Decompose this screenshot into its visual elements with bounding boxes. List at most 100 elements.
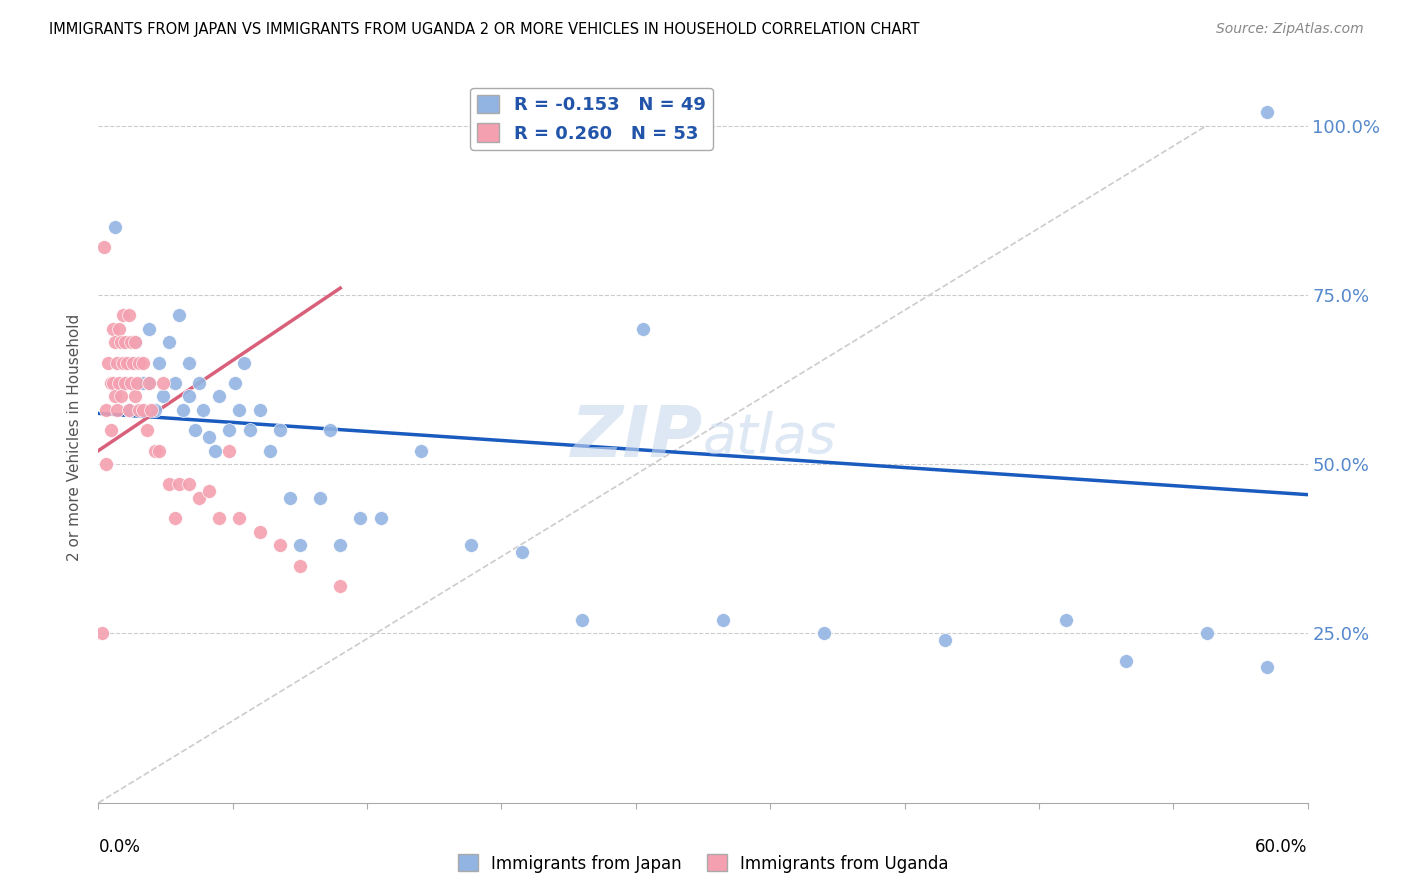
Point	[96, 403, 118, 417]
Point	[1195, 626, 1218, 640]
Y-axis label: 2 or more Vehicles in Household: 2 or more Vehicles in Household	[67, 313, 83, 561]
Point	[107, 322, 129, 336]
Point	[110, 389, 132, 403]
Point	[370, 511, 392, 525]
Point	[135, 423, 157, 437]
Point	[329, 579, 352, 593]
Point	[105, 403, 128, 417]
Point	[121, 355, 143, 369]
Point	[157, 477, 180, 491]
Point	[460, 538, 482, 552]
Point	[115, 355, 138, 369]
Point	[232, 355, 254, 369]
Point	[148, 355, 170, 369]
Point	[148, 443, 170, 458]
Point	[184, 423, 207, 437]
Point	[711, 613, 734, 627]
Point	[1256, 105, 1278, 120]
Legend: R = -0.153   N = 49, R = 0.260   N = 53: R = -0.153 N = 49, R = 0.260 N = 53	[470, 87, 713, 150]
Point	[1256, 660, 1278, 674]
Point	[103, 389, 125, 403]
Point	[288, 538, 311, 552]
Point	[329, 538, 352, 552]
Point	[163, 511, 186, 525]
Point	[218, 423, 240, 437]
Point	[631, 322, 654, 336]
Point	[143, 403, 166, 417]
Point	[208, 511, 231, 525]
Point	[124, 335, 146, 350]
Point	[188, 376, 211, 390]
Point	[349, 511, 371, 525]
Point	[204, 443, 226, 458]
Point	[143, 443, 166, 458]
Point	[571, 613, 593, 627]
Point	[288, 558, 311, 573]
Text: Source: ZipAtlas.com: Source: ZipAtlas.com	[1216, 22, 1364, 37]
Point	[118, 308, 141, 322]
Point	[179, 355, 201, 369]
Point	[111, 308, 134, 322]
Text: IMMIGRANTS FROM JAPAN VS IMMIGRANTS FROM UGANDA 2 OR MORE VEHICLES IN HOUSEHOLD : IMMIGRANTS FROM JAPAN VS IMMIGRANTS FROM…	[49, 22, 920, 37]
Point	[128, 403, 150, 417]
Point	[97, 355, 120, 369]
Point	[208, 389, 231, 403]
Text: 60.0%: 60.0%	[1256, 838, 1308, 855]
Point	[114, 335, 136, 350]
Point	[138, 376, 160, 390]
Point	[198, 484, 221, 499]
Point	[132, 403, 155, 417]
Point	[114, 376, 136, 390]
Text: ZIP: ZIP	[571, 402, 703, 472]
Point	[224, 376, 246, 390]
Point	[172, 403, 194, 417]
Point	[239, 423, 262, 437]
Point	[96, 457, 118, 471]
Point	[132, 376, 155, 390]
Point	[188, 491, 211, 505]
Text: 0.0%: 0.0%	[98, 838, 141, 855]
Point	[105, 355, 128, 369]
Point	[101, 376, 124, 390]
Point	[269, 538, 291, 552]
Point	[91, 626, 114, 640]
Point	[125, 376, 148, 390]
Point	[100, 376, 122, 390]
Point	[309, 491, 332, 505]
Point	[813, 626, 835, 640]
Point	[138, 376, 160, 390]
Point	[93, 240, 115, 254]
Point	[218, 443, 240, 458]
Point	[132, 355, 155, 369]
Point	[278, 491, 301, 505]
Point	[193, 403, 215, 417]
Point	[319, 423, 342, 437]
Point	[118, 403, 141, 417]
Point	[1054, 613, 1077, 627]
Point	[128, 355, 150, 369]
Point	[138, 322, 160, 336]
Point	[249, 403, 271, 417]
Point	[100, 423, 122, 437]
Point	[120, 376, 142, 390]
Text: atlas: atlas	[703, 410, 837, 464]
Point	[259, 443, 281, 458]
Point	[409, 443, 432, 458]
Point	[269, 423, 291, 437]
Point	[152, 389, 174, 403]
Point	[103, 220, 125, 235]
Point	[120, 335, 142, 350]
Point	[124, 389, 146, 403]
Point	[107, 376, 129, 390]
Point	[118, 403, 141, 417]
Point	[167, 477, 190, 491]
Point	[110, 335, 132, 350]
Point	[228, 403, 250, 417]
Point	[179, 477, 201, 491]
Legend: Immigrants from Japan, Immigrants from Uganda: Immigrants from Japan, Immigrants from U…	[451, 847, 955, 880]
Point	[167, 308, 190, 322]
Point	[124, 335, 146, 350]
Point	[228, 511, 250, 525]
Point	[179, 389, 201, 403]
Point	[152, 376, 174, 390]
